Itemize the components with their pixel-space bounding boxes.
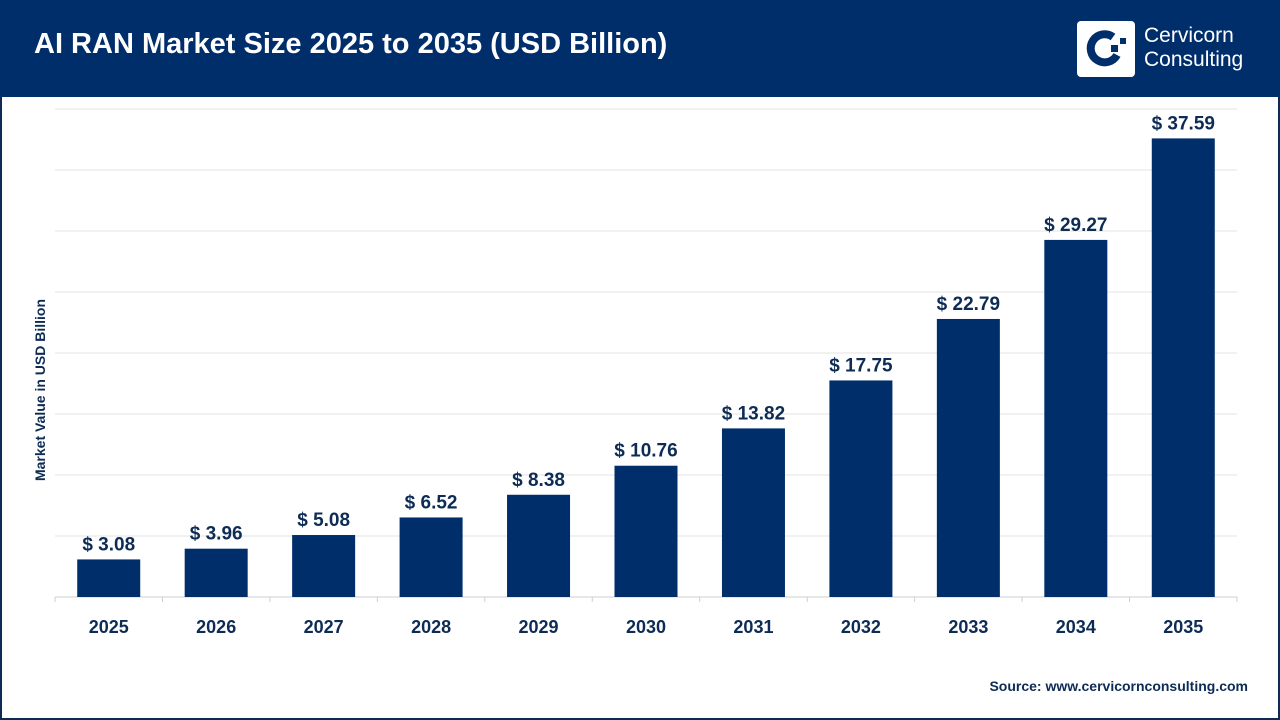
logo-line1: Cervicorn <box>1144 24 1234 47</box>
bar-2031 <box>721 428 785 597</box>
x-tick-label-2033: 2033 <box>948 617 988 637</box>
x-tick-label-2030: 2030 <box>626 617 666 637</box>
data-label-2032: $ 17.75 <box>829 355 893 376</box>
chart-title: AI RAN Market Size 2025 to 2035 (USD Bil… <box>34 28 668 60</box>
data-label-2030: $ 10.76 <box>614 441 677 462</box>
bar-2030 <box>614 465 678 597</box>
data-label-2033: $ 22.79 <box>937 294 1000 315</box>
x-tick-label-2027: 2027 <box>304 617 344 637</box>
data-label-2035: $ 37.59 <box>1152 113 1215 134</box>
data-label-2027: $ 5.08 <box>297 510 350 531</box>
x-tick-label-2029: 2029 <box>519 617 559 637</box>
bar-2025 <box>77 559 141 597</box>
logo-text: Cervicorn Consulting <box>1144 24 1243 72</box>
x-tick-label-2028: 2028 <box>411 617 451 637</box>
x-tick-label-2026: 2026 <box>196 617 236 637</box>
data-label-2029: $ 8.38 <box>512 470 565 491</box>
bar-2032 <box>829 380 893 597</box>
x-tick-label-2025: 2025 <box>89 617 129 637</box>
logo-line2: Consulting <box>1144 48 1244 71</box>
bar-2034 <box>1044 239 1108 597</box>
bar-2035 <box>1151 138 1215 598</box>
source-text: Source: www.cervicornconsulting.com <box>989 678 1248 694</box>
bar-2033 <box>936 318 1000 597</box>
bar-2028 <box>399 517 463 597</box>
x-tick-label-2031: 2031 <box>733 617 773 637</box>
bar-2027 <box>292 535 356 597</box>
data-label-2028: $ 6.52 <box>405 492 458 513</box>
bar-2029 <box>507 494 571 597</box>
x-tick-label-2034: 2034 <box>1056 617 1096 637</box>
data-label-2034: $ 29.27 <box>1044 215 1107 236</box>
data-label-2031: $ 13.82 <box>722 403 785 424</box>
data-label-2026: $ 3.96 <box>190 524 243 545</box>
header-bar: AI RAN Market Size 2025 to 2035 (USD Bil… <box>0 0 1280 97</box>
data-label-2025: $ 3.08 <box>82 534 135 555</box>
x-tick-label-2035: 2035 <box>1163 617 1203 637</box>
bar-2026 <box>184 548 248 597</box>
x-tick-label-2032: 2032 <box>841 617 881 637</box>
cervicorn-logo-icon <box>1077 21 1135 77</box>
